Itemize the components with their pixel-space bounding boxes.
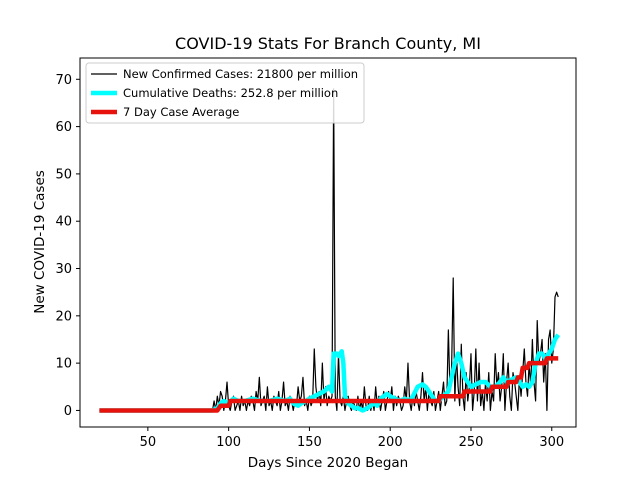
y-tick-label: 10 [55, 357, 72, 372]
y-tick-label: 20 [55, 309, 72, 324]
x-tick-label: 100 [216, 435, 241, 450]
series-line-1 [99, 88, 559, 412]
x-tick-label: 300 [539, 435, 564, 450]
y-tick-label: 70 [55, 73, 72, 88]
x-tick-label: 150 [297, 435, 322, 450]
x-tick-label: 250 [459, 435, 484, 450]
legend-label-1: New Confirmed Cases: 21800 per million [123, 67, 358, 81]
x-tick-label: 200 [378, 435, 403, 450]
x-tick-label: 50 [140, 435, 157, 450]
x-axis-label: Days Since 2020 Began [248, 455, 409, 471]
plot-frame [79, 57, 577, 428]
legend-label-3: 7 Day Case Average [123, 105, 239, 119]
y-tick-label: 0 [64, 404, 72, 419]
y-tick-label: 60 [55, 120, 72, 135]
chart-title: COVID-19 Stats For Branch County, MI [175, 34, 481, 53]
y-tick-label: 50 [55, 167, 72, 182]
legend-label-2: Cumulative Deaths: 252.8 per million [123, 86, 338, 100]
legend: New Confirmed Cases: 21800 per million Cu… [85, 62, 365, 124]
legend-box [85, 62, 365, 124]
series-line-3 [99, 356, 559, 413]
y-axis-label: New COVID-19 Cases [32, 170, 48, 314]
y-tick-label: 30 [55, 262, 72, 277]
y-tick-label: 40 [55, 215, 72, 230]
